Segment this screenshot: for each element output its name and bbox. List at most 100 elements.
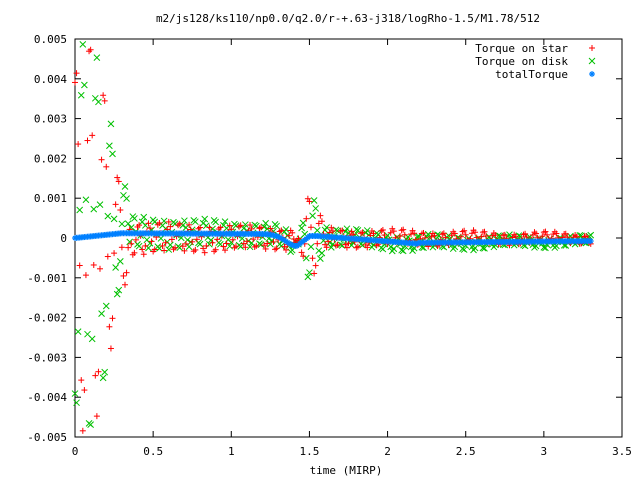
star-torque-point <box>75 141 82 148</box>
star-torque-point <box>87 46 94 53</box>
disk-torque-point <box>110 215 118 223</box>
star-torque-point <box>203 242 210 249</box>
disk-torque-point <box>106 142 113 150</box>
disk-torque-point <box>76 206 84 214</box>
disk-torque-point <box>334 227 341 235</box>
disk-torque-point <box>201 215 209 223</box>
star-torque-point <box>167 223 174 230</box>
legend-label: Torque on star <box>475 42 568 55</box>
disk-torque-point <box>420 244 427 252</box>
star-torque-point <box>151 246 158 253</box>
disk-torque-point <box>399 247 407 255</box>
disk-torque-point <box>99 374 107 382</box>
star-torque-point <box>451 230 458 237</box>
disk-torque-point <box>101 368 109 376</box>
disk-torque-point <box>299 219 307 227</box>
star-torque-point <box>101 97 108 104</box>
star-torque-point <box>315 220 322 227</box>
x-tick-label: 1 <box>228 445 235 458</box>
star-torque-point <box>278 227 285 234</box>
disk-torque-point <box>241 221 249 228</box>
disk-torque-point <box>88 335 96 343</box>
star-torque-point <box>179 243 186 250</box>
star-torque-point <box>247 222 254 229</box>
y-tick-label: -0.003 <box>27 351 67 364</box>
y-tick-label: -0.005 <box>27 431 67 444</box>
star-torque-point <box>553 230 560 237</box>
star-torque-point <box>306 198 313 205</box>
disk-torque-point <box>309 212 316 220</box>
star-torque-point <box>90 261 97 268</box>
star-torque-point <box>328 224 335 231</box>
star-torque-point <box>242 244 249 251</box>
disk-torque-point <box>257 241 265 248</box>
disk-torque-point <box>337 241 345 249</box>
disk-torque-point <box>515 232 523 239</box>
star-torque-point <box>106 323 113 330</box>
y-tick-label: 0.001 <box>34 192 67 205</box>
star-torque-point <box>220 243 227 250</box>
star-torque-point <box>168 236 175 243</box>
star-torque-point <box>132 236 139 243</box>
star-torque-point <box>162 239 169 246</box>
disk-torque-point <box>481 245 488 252</box>
star-torque-point <box>229 236 236 243</box>
star-torque-point <box>267 225 274 232</box>
star-torque-point <box>543 231 550 238</box>
star-torque-point <box>76 262 83 269</box>
star-torque-point <box>197 224 204 231</box>
disk-torque-point <box>263 225 271 233</box>
disk-torque-point <box>115 286 123 294</box>
disk-torque-point <box>93 54 101 61</box>
star-torque-point <box>273 245 280 252</box>
disk-torque-point <box>118 220 126 228</box>
star-torque-point <box>93 413 100 420</box>
chart-title: m2/js128/ks110/np0.0/q2.0/r-+.63-j318/lo… <box>156 12 540 25</box>
disk-torque-point <box>79 41 87 48</box>
disk-torque-point <box>471 244 479 252</box>
star-torque-point <box>298 249 305 256</box>
disk-torque-point <box>424 230 432 238</box>
disk-torque-point <box>135 242 143 250</box>
disk-torque-point <box>323 224 330 231</box>
disk-torque-point <box>262 219 270 227</box>
disk-torque-point <box>306 269 313 276</box>
star-torque-point <box>364 244 371 251</box>
star-torque-point <box>314 240 321 247</box>
star-torque-point <box>257 224 264 231</box>
star-torque-point <box>122 281 129 288</box>
star-torque-point <box>387 229 394 236</box>
star-torque-point <box>78 377 85 384</box>
disk-torque-point <box>181 217 188 225</box>
disk-torque-point <box>310 197 318 204</box>
disk-torque-point <box>312 205 320 212</box>
disk-torque-point <box>71 390 79 397</box>
disk-torque-point <box>87 421 94 429</box>
y-tick-label: 0.002 <box>34 152 67 165</box>
disk-torque-point <box>109 150 116 158</box>
star-torque-point <box>343 244 350 251</box>
disk-torque-point <box>191 218 199 226</box>
star-torque-point <box>307 224 314 231</box>
star-torque-point <box>73 70 80 77</box>
x-tick-label: 0.5 <box>143 445 163 458</box>
star-torque-point <box>295 235 302 242</box>
star-torque-point <box>323 244 330 251</box>
legend-label: totalTorque <box>495 68 568 81</box>
star-torque-point <box>128 240 135 247</box>
x-axis-label: time (MIRP) <box>310 464 383 477</box>
star-torque-point <box>148 238 155 245</box>
disk-torque-point <box>196 240 204 248</box>
star-torque-point <box>312 262 319 269</box>
star-torque-point <box>165 218 172 225</box>
star-torque-point <box>253 242 260 249</box>
star-torque-point <box>448 232 455 239</box>
star-torque-point <box>226 222 233 229</box>
star-torque-point <box>458 233 465 240</box>
star-torque-point <box>309 255 316 262</box>
star-torque-point <box>318 218 325 225</box>
star-torque-point <box>237 222 244 229</box>
star-torque-point <box>223 240 230 247</box>
legend-marker <box>589 45 595 51</box>
